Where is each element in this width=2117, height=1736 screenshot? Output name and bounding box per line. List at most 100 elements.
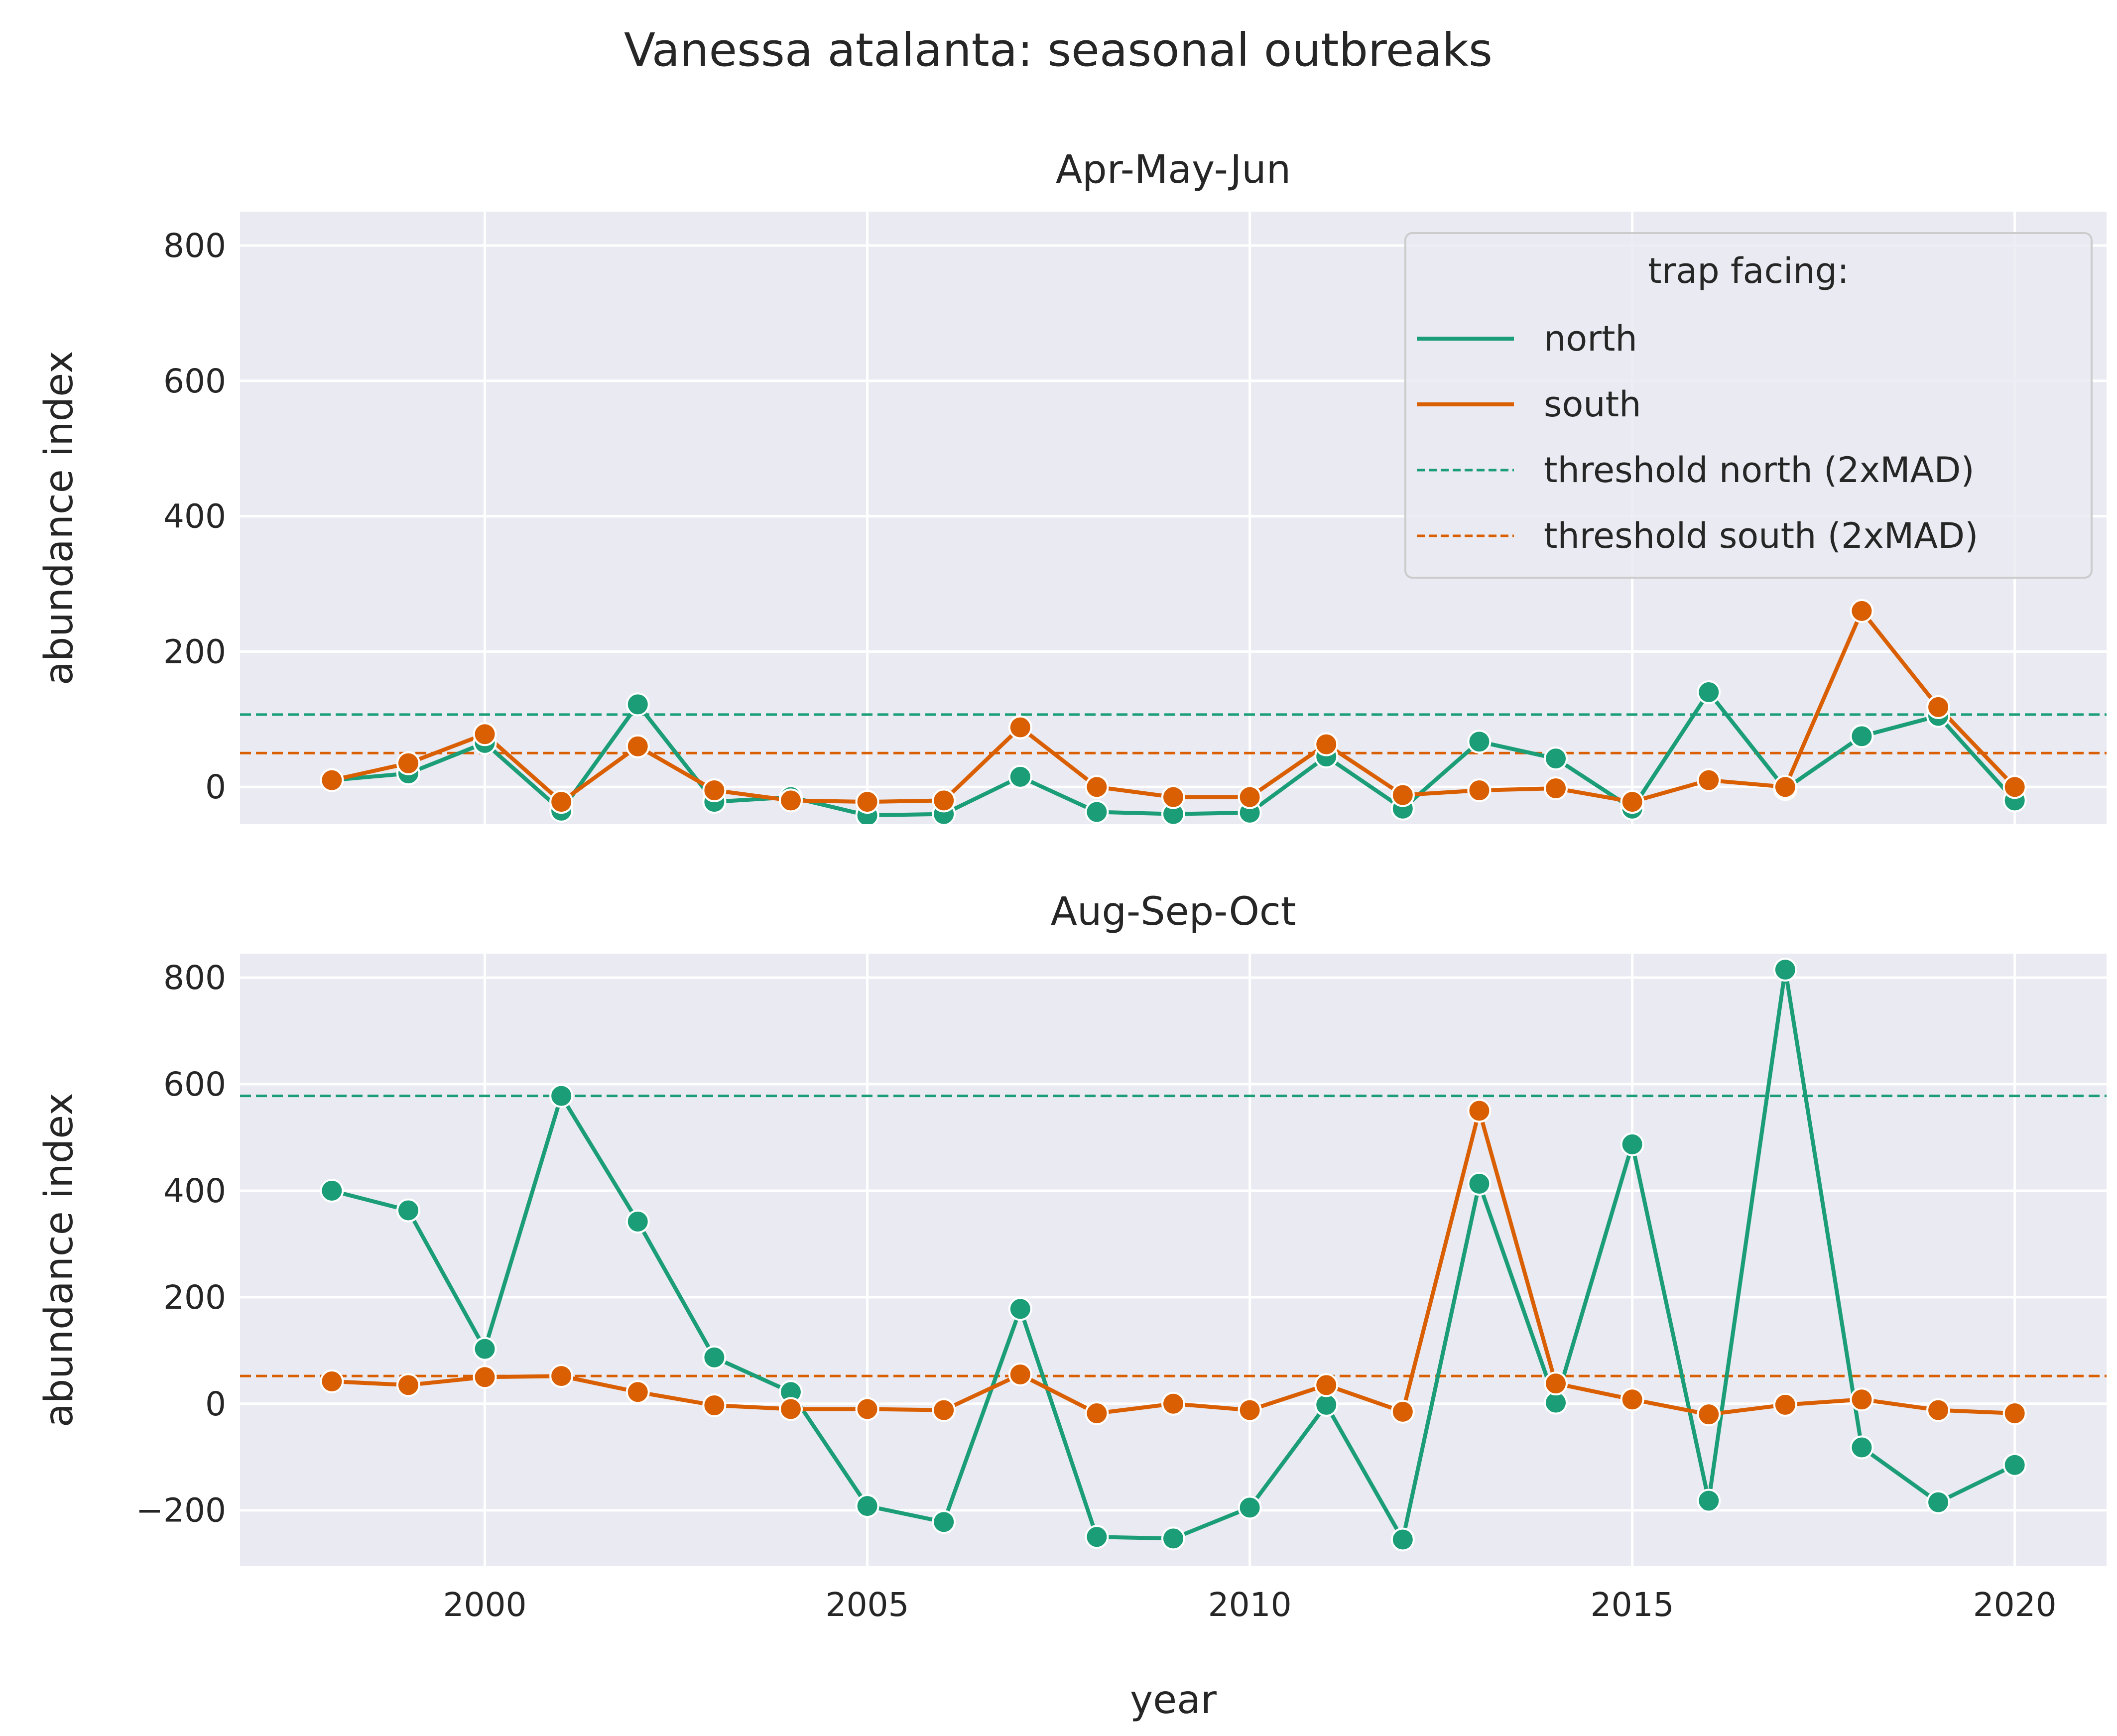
- data-point-north: [625, 692, 650, 717]
- y-tick-label: 200: [163, 1278, 226, 1317]
- data-point-south: [855, 1397, 879, 1421]
- data-point-north: [320, 1178, 344, 1203]
- data-point-south: [1620, 790, 1644, 814]
- data-point-north: [1467, 1172, 1492, 1196]
- data-point-south: [1161, 785, 1185, 809]
- y-tick-label: 800: [163, 227, 226, 265]
- data-point-south: [1238, 785, 1262, 809]
- data-point-south: [1085, 775, 1109, 799]
- panel-2: −200 0 200 400 600 800 2000 2005 2010 2015 2020 Aug…: [37, 889, 2107, 1723]
- data-point-south: [1467, 1099, 1492, 1123]
- data-point-north: [1850, 724, 1874, 748]
- panel-title: Aug-Sep-Oct: [1051, 889, 1296, 934]
- data-point-south: [625, 734, 650, 758]
- data-point-south: [1544, 1371, 1568, 1396]
- data-layer: [240, 958, 2107, 1552]
- y-tick-label: 400: [163, 497, 226, 536]
- data-point-north: [1085, 1525, 1109, 1549]
- legend-box: [1404, 232, 2093, 579]
- data-point-south: [1697, 1402, 1721, 1427]
- data-point-south: [1390, 1399, 1415, 1424]
- data-point-south: [1467, 778, 1492, 803]
- data-point-south: [1620, 1387, 1644, 1412]
- y-axis-label: abundance index: [37, 351, 82, 685]
- data-point-south: [549, 790, 574, 814]
- data-point-south: [473, 1365, 497, 1389]
- data-point-south: [1926, 695, 1951, 719]
- data-point-south: [1697, 768, 1721, 792]
- data-point-south: [702, 778, 727, 803]
- data-point-north: [1390, 1527, 1415, 1552]
- data-point-south: [1008, 1362, 1032, 1386]
- y-tick-label: 600: [163, 362, 226, 400]
- legend: trap facing: north south threshold north (2…: [1404, 232, 2093, 579]
- x-tick-label: 2005: [826, 1586, 909, 1624]
- data-point-south: [396, 1373, 420, 1397]
- data-point-north: [932, 1510, 956, 1534]
- data-point-south: [1314, 1373, 1339, 1397]
- y-tick-label: 0: [205, 768, 226, 806]
- data-layer: [240, 599, 2107, 824]
- data-point-north: [1697, 680, 1721, 704]
- data-point-south: [1085, 1401, 1109, 1426]
- data-point-south: [778, 788, 803, 813]
- data-point-north: [1008, 1297, 1032, 1321]
- y-axis-label: abundance index: [37, 1093, 82, 1427]
- legend-entry: south: [1544, 384, 1641, 425]
- data-point-south: [778, 1397, 803, 1421]
- data-point-north: [1697, 1488, 1721, 1513]
- x-tick-label: 2015: [1591, 1586, 1674, 1624]
- data-point-south: [1850, 599, 1874, 623]
- data-point-south: [1314, 732, 1339, 756]
- data-point-north: [1238, 1495, 1262, 1520]
- data-point-south: [1008, 715, 1032, 740]
- y-tick-label: 0: [205, 1385, 226, 1423]
- data-point-north: [396, 1198, 420, 1223]
- legend-entry: north: [1544, 318, 1637, 359]
- data-point-north: [625, 1209, 650, 1234]
- data-point-south: [1926, 1398, 1951, 1422]
- data-point-north: [549, 1084, 574, 1108]
- data-point-south: [1390, 783, 1415, 807]
- data-point-south: [396, 751, 420, 775]
- data-point-south: [932, 788, 956, 813]
- legend-entry: threshold north (2xMAD): [1544, 450, 1975, 491]
- data-point-south: [932, 1398, 956, 1422]
- y-tick-label: 600: [163, 1065, 226, 1104]
- data-point-north: [855, 1494, 879, 1518]
- x-axis-label: year: [1130, 1678, 1217, 1723]
- data-point-north: [1544, 746, 1568, 771]
- data-point-south: [2002, 1401, 2027, 1426]
- data-point-south: [702, 1393, 727, 1417]
- data-point-north: [2002, 1453, 2027, 1477]
- data-point-south: [1161, 1391, 1185, 1416]
- y-tick-label: 400: [163, 1172, 226, 1210]
- data-point-north: [1467, 730, 1492, 754]
- legend-entry: threshold south (2xMAD): [1544, 515, 1978, 556]
- y-tick-label: −200: [136, 1491, 226, 1530]
- legend-title: trap facing:: [1648, 250, 1849, 291]
- data-point-south: [1850, 1387, 1874, 1412]
- data-point-north: [702, 1345, 727, 1369]
- x-tick-label: 2000: [443, 1586, 527, 1624]
- x-tick-label: 2010: [1208, 1586, 1292, 1624]
- data-point-south: [625, 1380, 650, 1404]
- data-point-north: [1850, 1435, 1874, 1460]
- data-point-south: [473, 722, 497, 746]
- data-point-north: [1085, 800, 1109, 824]
- data-point-south: [320, 768, 344, 792]
- data-point-south: [1238, 1398, 1262, 1422]
- data-point-north: [1161, 1526, 1185, 1551]
- data-point-north: [473, 1337, 497, 1361]
- data-point-south: [2002, 775, 2027, 799]
- data-point-north: [1008, 764, 1032, 789]
- y-tick-label: 200: [163, 632, 226, 671]
- data-point-south: [1544, 776, 1568, 800]
- figure-title: Vanessa atalanta: seasonal outbreaks: [624, 23, 1493, 77]
- x-tick-label: 2020: [1973, 1586, 2057, 1624]
- y-tick-label: 800: [163, 959, 226, 997]
- plot-area: [240, 954, 2107, 1566]
- data-point-north: [1620, 1132, 1644, 1156]
- panel-title: Apr-May-Jun: [1056, 147, 1291, 192]
